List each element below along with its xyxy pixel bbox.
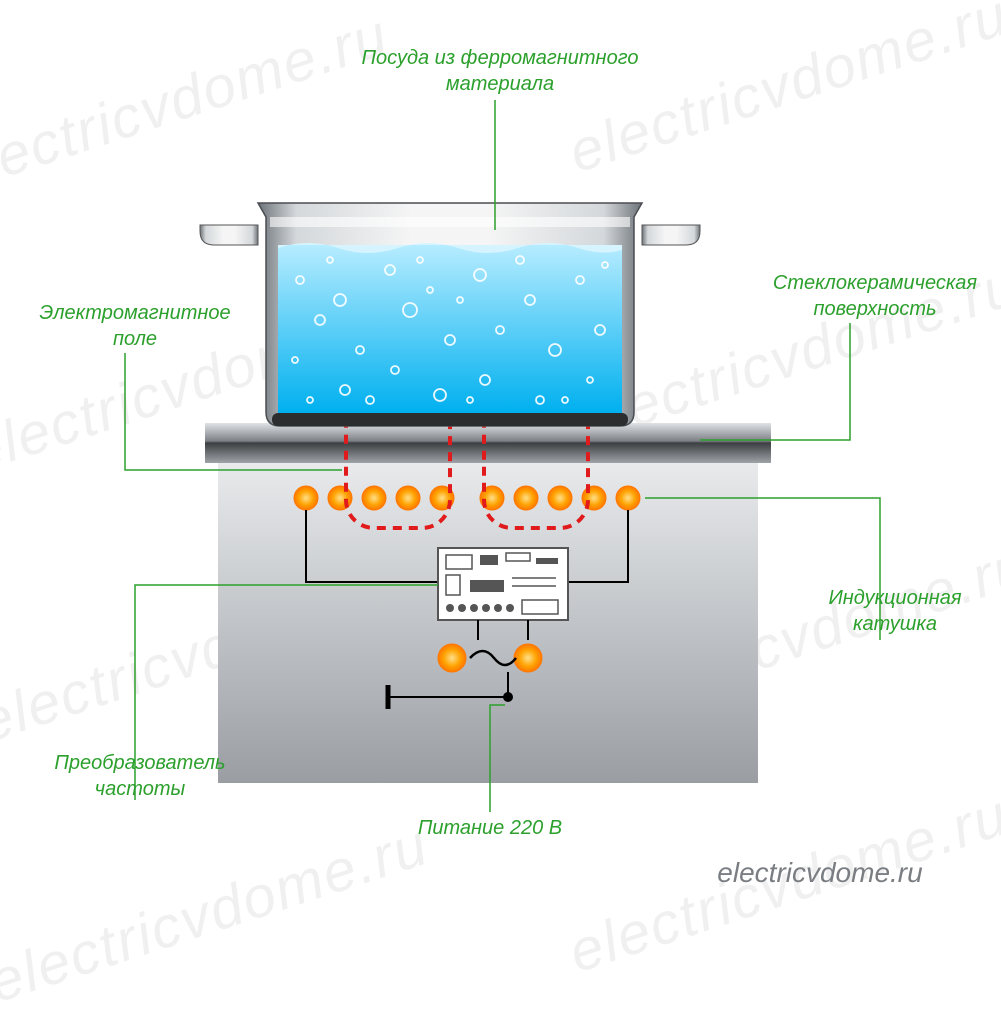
site-credit: electricvdome.ru bbox=[640, 855, 1000, 891]
cooktop-body bbox=[218, 463, 758, 783]
label-pot: Посуда из ферромагнитного материала bbox=[340, 45, 660, 97]
label-surface: Стеклокерамическая поверхность bbox=[755, 270, 995, 322]
pot bbox=[200, 203, 700, 426]
glass-ceramic-surface bbox=[205, 423, 771, 463]
label-coil: Индукционная катушка bbox=[790, 585, 1000, 637]
frequency-converter bbox=[438, 548, 568, 620]
label-emfield: Электромагнитное поле bbox=[25, 300, 245, 352]
label-converter: Преобразователь частоты bbox=[30, 750, 250, 802]
label-power: Питание 220 В bbox=[390, 815, 590, 841]
